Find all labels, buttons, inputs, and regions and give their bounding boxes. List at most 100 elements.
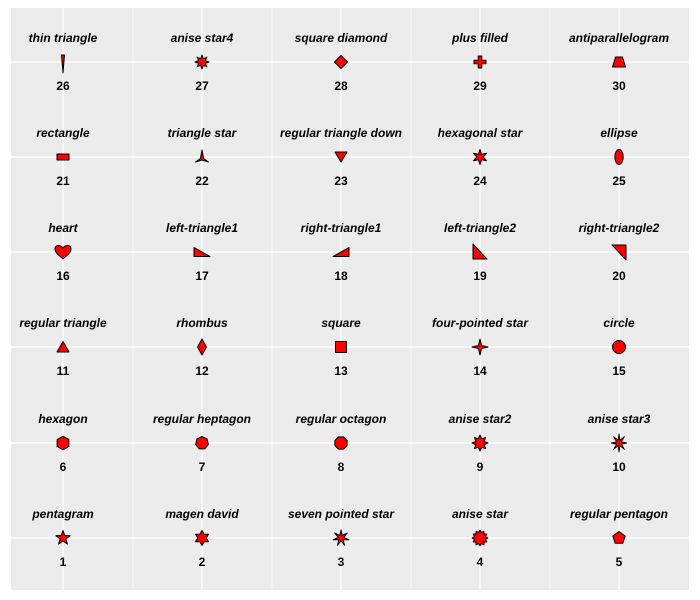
antiparallelogram-icon xyxy=(612,56,626,68)
shape-cell-3: seven pointed star 3 xyxy=(288,507,395,569)
shape-number: 22 xyxy=(195,174,209,188)
shape-number: 28 xyxy=(334,79,348,93)
ellipse-icon xyxy=(614,149,624,165)
shape-cell-20: right-triangle2 20 xyxy=(579,221,660,283)
shape-cell-6: hexagon 6 xyxy=(38,412,87,474)
shape-cell-16: heart 16 xyxy=(48,221,78,283)
shape-label: four-pointed star xyxy=(432,316,529,330)
shape-number: 29 xyxy=(473,79,487,93)
shape-number: 24 xyxy=(473,174,487,188)
shape-cell-9: anise star2 9 xyxy=(449,412,512,474)
shape-label: square xyxy=(321,316,361,330)
shape-cell-21: rectangle 21 xyxy=(36,126,90,188)
shape-label: left-triangle1 xyxy=(166,221,238,235)
shape-number: 18 xyxy=(334,269,348,283)
right-triangle1-icon xyxy=(332,247,350,257)
shape-cell-25: ellipse 25 xyxy=(600,126,638,188)
shape-label: plus filled xyxy=(451,31,509,45)
hexagon-icon xyxy=(56,435,70,451)
shape-label: hexagon xyxy=(38,412,87,426)
triangle-star-icon xyxy=(195,149,209,163)
shape-label: anise star3 xyxy=(588,412,651,426)
shape-cell-24: hexagonal star 24 xyxy=(438,126,524,188)
shape-label: anise star2 xyxy=(449,412,512,426)
shape-label: antiparallelogram xyxy=(569,31,669,45)
grid-lines xyxy=(11,8,689,590)
seven-pointed-star-icon xyxy=(332,529,350,546)
shape-cell-7: regular heptagon 7 xyxy=(153,412,251,474)
shape-label: pentagram xyxy=(31,507,94,521)
shape-cell-11: regular triangle 11 xyxy=(19,316,107,378)
shape-label: hexagonal star xyxy=(438,126,524,140)
shape-cell-28: square diamond 28 xyxy=(295,31,388,93)
shape-label: anise star4 xyxy=(171,31,234,45)
shape-number: 25 xyxy=(612,174,626,188)
octagon-icon xyxy=(334,436,348,450)
pentagram-icon xyxy=(55,530,71,545)
shape-label: thin triangle xyxy=(29,31,98,45)
shape-cell-30: antiparallelogram 30 xyxy=(569,31,669,93)
shape-label: rectangle xyxy=(36,126,90,140)
shape-cell-2: magen david 2 xyxy=(165,507,239,569)
shape-number: 1 xyxy=(60,555,67,569)
triangle-up-icon xyxy=(56,341,70,353)
shape-number: 20 xyxy=(612,269,626,283)
left-triangle1-icon xyxy=(193,247,211,257)
shape-number: 2 xyxy=(199,555,206,569)
shape-number: 19 xyxy=(473,269,487,283)
pentagon-icon xyxy=(612,531,626,544)
shape-label: triangle star xyxy=(168,126,238,140)
shape-number: 23 xyxy=(334,174,348,188)
square-icon xyxy=(335,341,347,353)
magen-david-icon xyxy=(195,530,209,546)
anise-star2-icon xyxy=(471,434,489,452)
shape-number: 11 xyxy=(57,364,70,378)
anise-star3-icon xyxy=(610,433,628,453)
shape-label: right-triangle1 xyxy=(301,221,382,235)
circle-icon xyxy=(612,340,626,354)
heptagon-icon xyxy=(195,436,209,450)
triangle-down-icon xyxy=(334,151,348,163)
shape-label: circle xyxy=(603,316,635,330)
hexagonal-star-icon xyxy=(473,149,487,165)
shape-number: 3 xyxy=(338,555,345,569)
shape-cell-18: right-triangle1 18 xyxy=(301,221,382,283)
shape-label: right-triangle2 xyxy=(579,221,660,235)
shape-number: 27 xyxy=(195,79,209,93)
shape-label: heart xyxy=(48,221,78,235)
shape-cell-10: anise star3 10 xyxy=(588,412,651,474)
shape-cell-4: anise star 4 xyxy=(452,507,509,569)
shape-label: regular heptagon xyxy=(153,412,251,426)
shape-label: square diamond xyxy=(295,31,388,45)
shape-label: magen david xyxy=(165,507,239,521)
shape-label: regular octagon xyxy=(296,412,387,426)
shape-number: 4 xyxy=(477,555,484,569)
shape-cell-1: pentagram 1 xyxy=(31,507,94,569)
shape-number: 8 xyxy=(338,460,345,474)
shape-label: regular triangle xyxy=(19,316,107,330)
thin-triangle-icon xyxy=(61,54,65,74)
shape-number: 7 xyxy=(199,460,206,474)
anise-star4-icon xyxy=(194,54,210,70)
shape-number: 30 xyxy=(612,79,626,93)
shape-cell-19: left-triangle2 19 xyxy=(444,221,516,283)
shape-number: 6 xyxy=(60,460,67,474)
shape-cell-29: plus filled 29 xyxy=(451,31,509,93)
right-triangle2-icon xyxy=(611,244,627,261)
plot-panel xyxy=(11,8,689,590)
left-triangle2-icon xyxy=(472,243,488,260)
shape-cell-14: four-pointed star 14 xyxy=(432,316,529,378)
shape-cell-27: anise star4 27 xyxy=(171,31,234,93)
shape-label: seven pointed star xyxy=(288,507,395,521)
shape-number: 16 xyxy=(56,269,70,283)
rhombus-icon xyxy=(197,338,207,356)
shape-label: regular pentagon xyxy=(570,507,668,521)
shape-cell-26: thin triangle 26 xyxy=(29,31,98,93)
shape-label: left-triangle2 xyxy=(444,221,516,235)
shape-label: rhombus xyxy=(176,316,228,330)
shape-label: anise star xyxy=(452,507,509,521)
shape-cell-17: left-triangle1 17 xyxy=(166,221,238,283)
shape-cell-23: regular triangle down 23 xyxy=(280,126,402,188)
shape-number: 9 xyxy=(477,460,484,474)
